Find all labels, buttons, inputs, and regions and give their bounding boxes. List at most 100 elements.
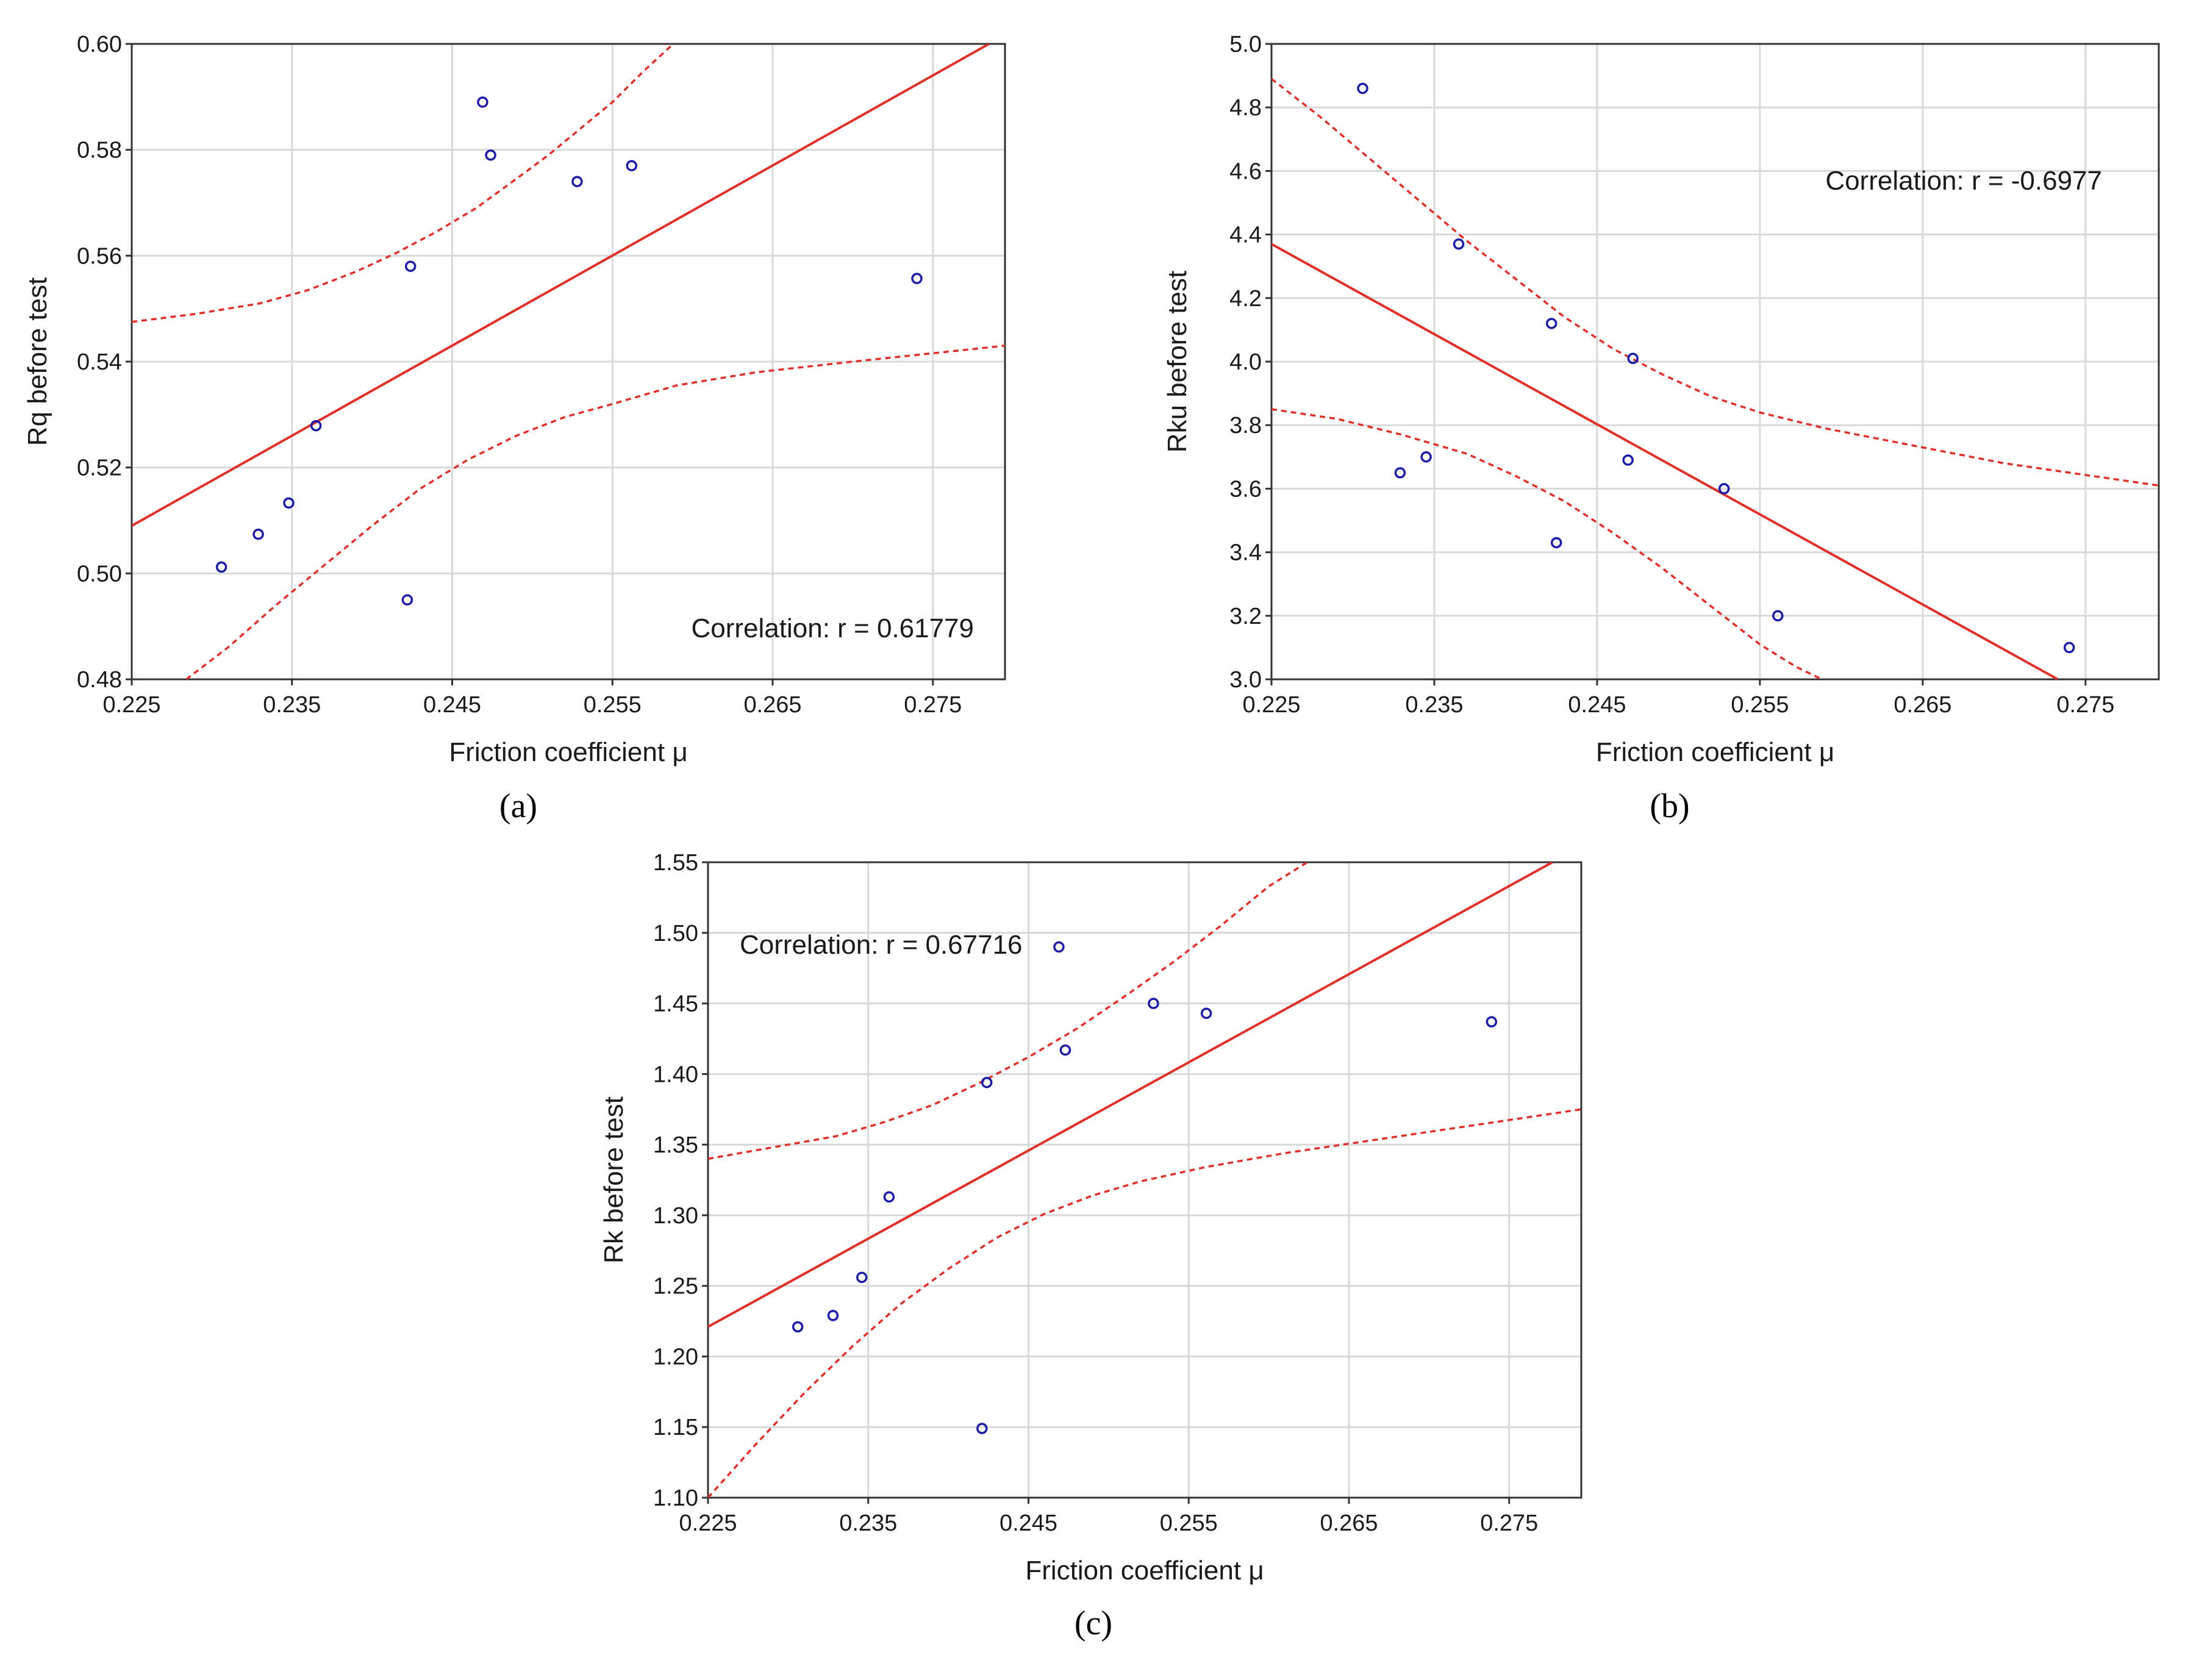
data-point (1420, 451, 1432, 463)
y-tick-label: 5.0 (1229, 32, 1262, 57)
y-axis-label: Rku before test (1162, 271, 1192, 452)
panel-caption: (a) (499, 787, 537, 825)
data-point (1545, 318, 1557, 329)
x-axis-label: Friction coefficient μ (1596, 737, 1834, 767)
data-point (1627, 352, 1639, 365)
data-point (1394, 467, 1406, 479)
x-tick-label: 0.275 (1480, 1510, 1538, 1536)
data-point (981, 1076, 993, 1088)
x-tick-label: 0.225 (102, 692, 160, 718)
regression-line (708, 862, 1553, 1328)
x-tick-label: 0.255 (1160, 1510, 1218, 1536)
correlation-annotation: Correlation: r = 0.61779 (691, 613, 974, 643)
data-point (827, 1310, 839, 1321)
data-point (1550, 537, 1562, 549)
data-point (1200, 1007, 1212, 1020)
y-tick-label: 1.10 (653, 1485, 698, 1511)
data-point (215, 561, 227, 573)
y-tick-label: 1.25 (653, 1274, 698, 1299)
y-tick-label: 3.6 (1229, 476, 1262, 502)
data-point (1357, 82, 1368, 95)
x-tick-label: 0.265 (743, 692, 801, 718)
data-point (310, 420, 322, 432)
y-tick-label: 1.15 (653, 1415, 698, 1440)
y-tick-label: 0.60 (77, 32, 122, 57)
x-tick-label: 0.265 (1320, 1510, 1378, 1536)
y-tick-label: 1.50 (653, 921, 698, 946)
correlation-annotation: Correlation: r = -0.6977 (1825, 166, 2102, 196)
chart-panel-b: 0.225 0.235 0.245 0.255 0.265 0.275 3.0 3.2 3.4 3… (1162, 32, 2160, 825)
data-point (1453, 238, 1465, 250)
correlation-annotation: Correlation: r = 0.67716 (740, 930, 1023, 960)
data-point (485, 149, 496, 161)
confidence-band-lower (708, 1108, 1581, 1498)
y-tick-label: 1.30 (653, 1203, 698, 1229)
data-point (976, 1423, 988, 1434)
confidence-band-upper (1271, 77, 2159, 487)
data-point (1772, 610, 1784, 622)
y-tick-label: 0.50 (77, 561, 122, 587)
y-tick-label: 3.0 (1229, 667, 1262, 693)
panel-caption: (b) (1650, 787, 1689, 825)
x-tick-label: 0.225 (1242, 692, 1300, 718)
x-tick-label: 0.275 (2056, 692, 2114, 718)
y-axis-label: Rk before test (599, 1096, 629, 1264)
y-tick-label: 4.6 (1229, 159, 1262, 184)
x-axis-label: Friction coefficient μ (449, 737, 687, 767)
y-tick-label: 1.45 (653, 992, 698, 1017)
x-tick-label: 0.225 (679, 1510, 737, 1536)
x-tick-label: 0.235 (839, 1510, 897, 1536)
data-point (1622, 454, 1634, 466)
confidence-band-upper (708, 862, 1308, 1160)
x-tick-label: 0.245 (1000, 1510, 1057, 1536)
data-point (252, 528, 264, 540)
y-tick-label: 0.48 (77, 667, 122, 693)
y-tick-label: 3.4 (1229, 540, 1262, 566)
x-axis-label: Friction coefficient μ (1025, 1556, 1264, 1585)
y-tick-label: 3.8 (1229, 413, 1262, 438)
y-tick-label: 4.2 (1229, 286, 1262, 312)
x-tick-label: 0.235 (1405, 692, 1463, 718)
y-tick-label: 4.0 (1229, 349, 1262, 375)
y-tick-label: 1.55 (653, 850, 698, 876)
y-tick-label: 3.2 (1229, 604, 1262, 629)
regression-line (1271, 243, 2059, 679)
confidence-band-lower (1271, 408, 1823, 679)
data-point (1053, 941, 1065, 953)
y-tick-label: 0.58 (77, 138, 122, 163)
confidence-band-upper (132, 44, 674, 323)
data-point (856, 1271, 868, 1284)
y-tick-label: 0.54 (77, 349, 122, 375)
x-tick-label: 0.235 (263, 692, 321, 718)
data-point (401, 594, 413, 606)
data-point (883, 1191, 895, 1203)
x-tick-label: 0.245 (423, 692, 481, 718)
x-tick-label: 0.255 (584, 692, 642, 718)
data-point (2063, 642, 2075, 654)
y-axis-label: Rq before test (23, 277, 52, 446)
y-tick-label: 1.20 (653, 1344, 698, 1370)
y-tick-label: 4.8 (1229, 95, 1262, 121)
x-tick-label: 0.255 (1731, 692, 1789, 718)
data-point (626, 160, 638, 171)
y-tick-label: 4.4 (1229, 223, 1262, 248)
plot-frame (707, 861, 1582, 1499)
data-point (1486, 1016, 1498, 1028)
x-tick-label: 0.275 (904, 692, 962, 718)
x-tick-label: 0.265 (1894, 692, 1951, 718)
data-point (911, 273, 923, 284)
chart-panel-c: 0.225 0.235 0.245 0.255 0.265 0.275 1.10 1.15 1.… (599, 850, 1582, 1642)
x-tick-label: 0.245 (1568, 692, 1626, 718)
chart-panel-a: 0.225 0.235 0.245 0.255 0.265 0.275 0.48 0.50 0.… (23, 32, 1006, 825)
panel-caption: (c) (1075, 1604, 1112, 1642)
data-point (283, 497, 295, 509)
data-point (1059, 1044, 1071, 1056)
y-tick-label: 1.40 (653, 1062, 698, 1087)
y-tick-label: 0.56 (77, 243, 122, 269)
regression-line (132, 44, 990, 527)
confidence-band-lower (185, 345, 1005, 679)
data-point (792, 1321, 804, 1333)
data-point (1718, 483, 1730, 495)
y-tick-label: 0.52 (77, 456, 122, 481)
